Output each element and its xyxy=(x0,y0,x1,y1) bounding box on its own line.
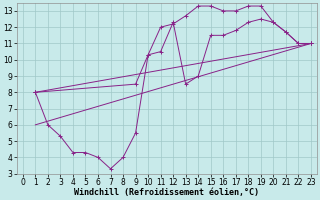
X-axis label: Windchill (Refroidissement éolien,°C): Windchill (Refroidissement éolien,°C) xyxy=(74,188,260,197)
